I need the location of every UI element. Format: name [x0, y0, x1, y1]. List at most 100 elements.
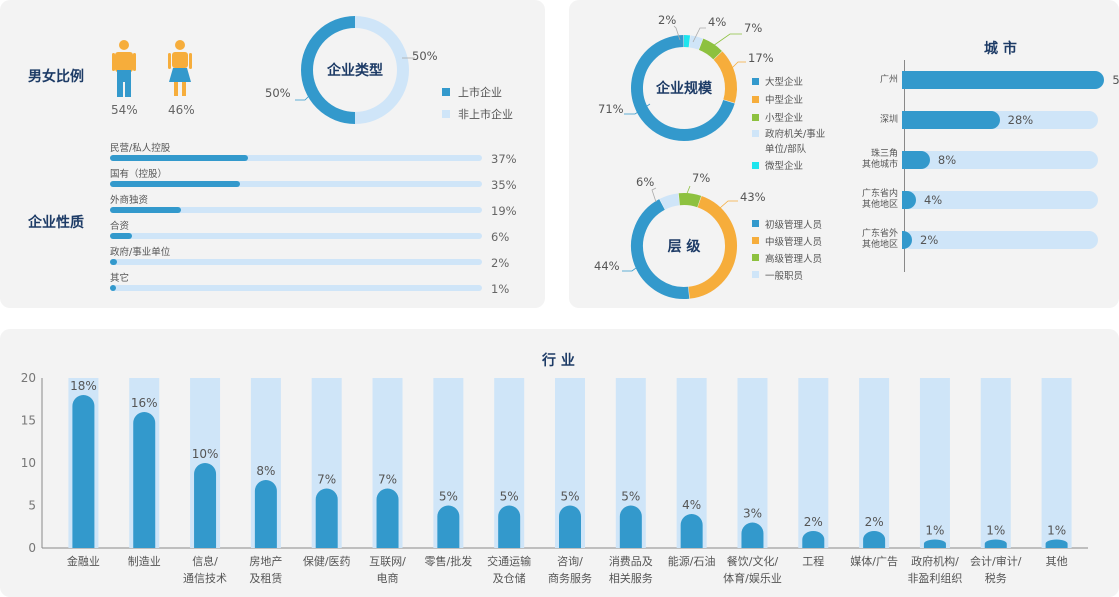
- x-tick-label: 税务: [985, 571, 1007, 585]
- bar: [254, 480, 277, 548]
- bar-track: [110, 259, 482, 265]
- data-label: 43%: [740, 190, 766, 204]
- legend-swatch: [752, 254, 759, 261]
- bar: [110, 285, 116, 291]
- category-label: 深圳: [880, 115, 898, 126]
- category-label: 外商独资: [110, 195, 149, 206]
- legend-swatch: [752, 161, 759, 169]
- leader-line: [729, 61, 746, 71]
- legend-label: 高级管理人员: [765, 253, 823, 265]
- bar: [902, 191, 916, 209]
- legend-label: 大型企业: [765, 77, 804, 88]
- bar-background: [919, 378, 950, 548]
- donut-center-label: 企业规模: [655, 80, 713, 97]
- donut-segment: [713, 51, 737, 103]
- category-label: 国有（控股）: [110, 169, 168, 180]
- data-label: 8%: [937, 153, 957, 167]
- legend-swatch: [752, 237, 759, 244]
- data-label: 16%: [131, 396, 158, 410]
- category-label-line: 广东省内: [861, 189, 898, 199]
- x-tick-label: 工程: [802, 555, 824, 568]
- leader-line: [651, 187, 657, 203]
- legend-item: 大型企业: [752, 72, 825, 90]
- left-top-panel: [0, 0, 545, 308]
- data-label: 3%: [743, 507, 762, 521]
- legend-item: 一般职员: [752, 266, 822, 283]
- donut-segment: [630, 199, 690, 299]
- category-label-line: 其他地区: [861, 200, 898, 210]
- x-tick-label: 金融业: [67, 554, 100, 568]
- bar: [902, 71, 1105, 89]
- legend-swatch: [752, 271, 759, 278]
- x-tick-label: 消费品及: [609, 554, 653, 568]
- company-type-donut: 企业类型 50% 50%: [265, 16, 438, 124]
- data-label: 19%: [491, 204, 517, 218]
- data-label: 4%: [682, 498, 701, 512]
- bar: [110, 259, 118, 265]
- bar-track: [110, 233, 482, 239]
- leader-line: [709, 33, 742, 49]
- male-percent: 54%: [111, 103, 138, 117]
- data-label: 2%: [491, 256, 510, 270]
- bar: [1045, 539, 1068, 548]
- donut-segment: [354, 16, 409, 124]
- legend-item: 政府机关/事业: [752, 126, 825, 140]
- x-tick-label: 电商: [377, 571, 399, 585]
- y-tick-label: 20: [21, 371, 36, 385]
- data-label: 7%: [378, 473, 397, 487]
- level-legend: 初级管理人员 中级管理人员 高级管理人员 一般职员: [752, 215, 822, 283]
- donut-center-label: 企业类型: [326, 62, 383, 79]
- donut-center-label: 层 级: [668, 238, 702, 255]
- bar: [741, 522, 764, 548]
- x-tick-label: 交通运输: [487, 554, 531, 568]
- bar-background: [1041, 378, 1072, 548]
- data-label: 44%: [594, 259, 620, 273]
- legend-item: 小型企业: [752, 108, 825, 126]
- y-tick-label: 15: [21, 414, 36, 428]
- legend-label: 小型企业: [765, 113, 804, 124]
- donut-segment: [678, 193, 702, 208]
- bar-background: [980, 378, 1011, 548]
- leader-line: [622, 261, 645, 272]
- data-label: 58%: [1112, 73, 1119, 87]
- bar: [437, 505, 460, 548]
- data-label: 10%: [192, 447, 219, 461]
- x-tick-label: 零售/批发: [424, 554, 472, 568]
- data-label: 28%: [1007, 113, 1034, 127]
- bar-track: [110, 207, 482, 213]
- data-label: 37%: [491, 152, 517, 166]
- legend-swatch: [752, 129, 759, 137]
- category-label-line: 深圳: [879, 114, 898, 125]
- x-tick-label: 餐饮/文化/: [727, 554, 779, 568]
- category-label: 广州: [880, 75, 898, 86]
- data-label: 5%: [560, 490, 579, 504]
- legend-swatch: [752, 95, 759, 103]
- data-label: 5%: [500, 490, 519, 504]
- bar: [902, 151, 930, 169]
- category-label-line: 其他地区: [861, 240, 898, 250]
- x-tick-label: 互联网/: [369, 555, 406, 568]
- donut-segment: [301, 16, 356, 124]
- category-label: 其它: [110, 273, 130, 284]
- bar-track: [110, 285, 482, 291]
- bar: [902, 231, 912, 249]
- category-label: 民营/私人控股: [110, 143, 171, 154]
- data-label: 50%: [412, 49, 438, 63]
- bar-track: [902, 191, 1098, 209]
- category-label-line: 广东省外: [861, 229, 898, 239]
- donut-segment: [688, 196, 737, 299]
- x-tick-label: 通信技术: [183, 572, 227, 585]
- legend-swatch: [752, 220, 759, 227]
- x-tick-label: 咨询/: [557, 554, 583, 568]
- y-tick-label: 5: [28, 499, 36, 513]
- scale-legend: 大型企业 中型企业 小型企业 政府机关/事业 单位/部队 微型企业: [752, 72, 825, 174]
- data-label: 6%: [491, 230, 510, 244]
- bar: [110, 155, 248, 161]
- x-tick-label: 体育/娱乐业: [723, 571, 782, 585]
- category-label: 广东省外 其他地区: [862, 229, 898, 251]
- bar: [802, 531, 825, 548]
- bar: [133, 412, 156, 548]
- level-donut: 层 级 44% 43% 7% 6%: [594, 171, 766, 299]
- data-label: 4%: [923, 193, 943, 207]
- data-label: 7%: [317, 473, 336, 487]
